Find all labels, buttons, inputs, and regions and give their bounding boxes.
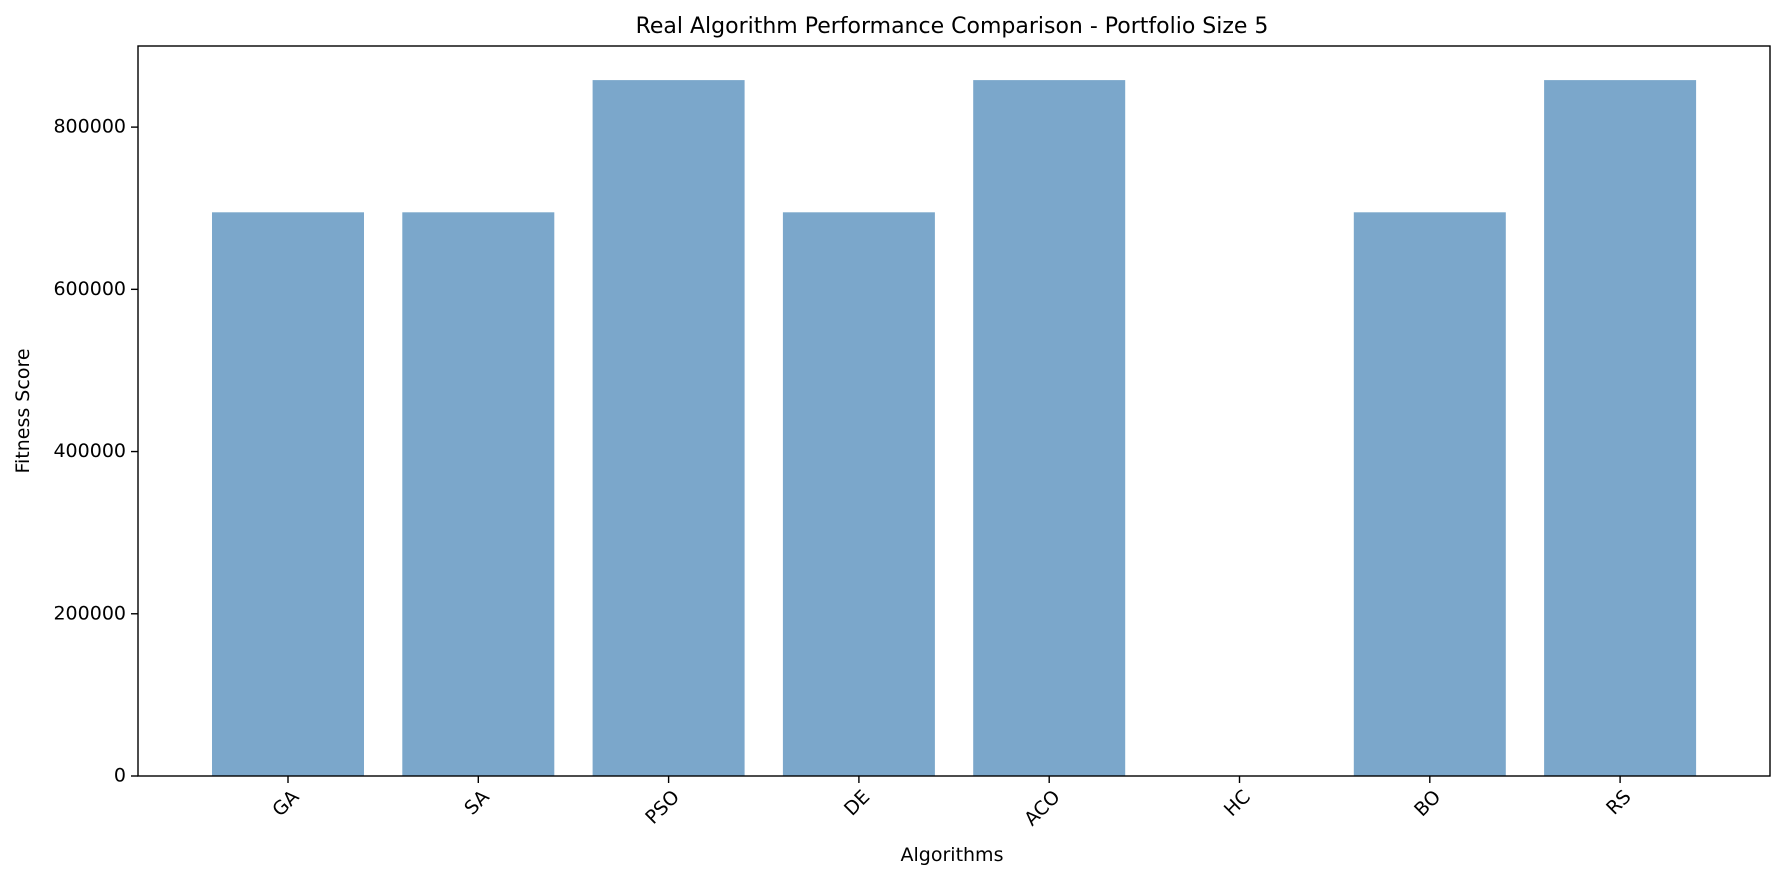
bar-bo [1353, 212, 1506, 777]
bar-aco [973, 80, 1126, 777]
y-tick-label: 0 [114, 765, 126, 787]
y-tick-label: 400000 [53, 440, 126, 462]
y-tick-label: 800000 [53, 116, 126, 138]
bar-sa [402, 212, 555, 777]
y-axis-ticks: 0 200000 400000 600000 800000 [53, 116, 138, 787]
y-tick-label: 200000 [53, 602, 126, 624]
bar-ga [212, 212, 364, 777]
plot-frame [137, 45, 1771, 777]
x-axis-label: Algorithms [901, 844, 1004, 866]
chart-title: Real Algorithm Performance Comparison - … [636, 14, 1269, 39]
bar-rs [1544, 80, 1697, 777]
y-axis-label: Fitness Score [12, 348, 34, 473]
bar-group [212, 80, 1697, 777]
bar-pso [592, 80, 745, 777]
y-tick-label: 600000 [53, 278, 126, 300]
bar-de [782, 212, 935, 777]
